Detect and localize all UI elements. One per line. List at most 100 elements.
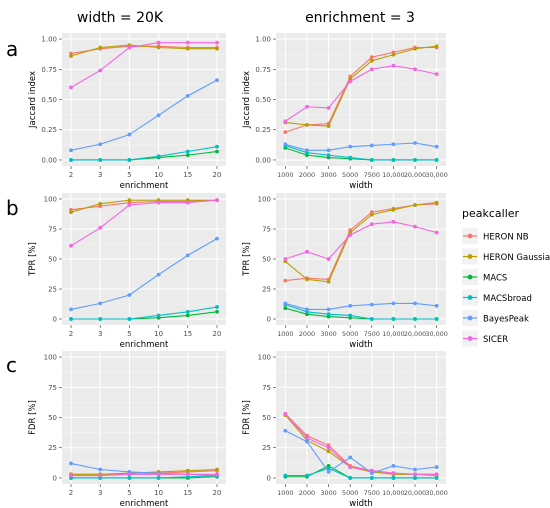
series-sicer — [283, 63, 439, 124]
data-point — [305, 473, 309, 478]
y-tick-label: 0.25 — [255, 126, 271, 134]
y-tick-label: 0.50 — [255, 96, 271, 104]
legend-key-point — [467, 254, 473, 259]
data-point — [215, 78, 219, 83]
x-tick-label: 2000 — [299, 171, 315, 179]
y-tick-label: 0.25 — [41, 126, 57, 134]
series-line — [285, 221, 437, 260]
y-axis-title: Jaccard index — [242, 71, 252, 129]
data-point — [348, 455, 353, 460]
legend-key-point — [467, 315, 473, 321]
x-tick-label: 20 — [213, 330, 222, 338]
y-tick-label: 75 — [262, 384, 271, 392]
data-point — [434, 476, 439, 480]
series-heron-gaussian — [69, 43, 219, 58]
series-line — [70, 199, 218, 247]
x-tick-label: 5000 — [342, 489, 358, 497]
data-point — [127, 45, 132, 50]
data-point — [69, 210, 73, 215]
data-point — [185, 200, 190, 205]
data-point — [215, 305, 219, 309]
y-tick-label: 1.00 — [41, 36, 57, 44]
data-point — [391, 52, 396, 57]
data-point — [69, 473, 73, 478]
data-point — [185, 313, 190, 318]
data-point — [215, 149, 219, 154]
panel-b-2: 0 25 50 75 100 1000 2000 3000 5000 7500 10,000 20,0… — [242, 193, 448, 350]
data-point — [413, 472, 417, 477]
data-point — [434, 44, 439, 49]
data-point — [348, 233, 353, 237]
legend-key-point — [467, 274, 473, 280]
data-point — [156, 40, 161, 45]
x-tick-label: 7500 — [364, 330, 380, 338]
y-tick-label: 1.00 — [255, 36, 271, 44]
column-title-width: width = 20K — [77, 10, 164, 26]
legend-label: MACSbroad — [483, 294, 532, 304]
data-point — [69, 317, 73, 321]
x-tick-label: 2000 — [299, 330, 315, 338]
data-point — [98, 45, 103, 50]
x-tick-label: 1000 — [277, 330, 293, 338]
y-tick-label: 25 — [262, 444, 271, 452]
series-sicer — [69, 472, 219, 478]
x-tick-label: 30,000 — [425, 489, 447, 497]
data-point — [305, 122, 309, 127]
data-point — [305, 249, 309, 254]
x-tick-label: 5 — [127, 489, 131, 497]
data-point — [127, 317, 132, 321]
y-tick-label: 50 — [48, 256, 57, 264]
legend: peakcaller HERON NB HERON Gaussian MACS MAC… — [462, 207, 550, 347]
data-point — [69, 158, 73, 162]
data-point — [369, 58, 374, 63]
panel-c-2: 0 25 50 75 100 1000 2000 3000 5000 7500 10,000 20,0… — [242, 351, 448, 508]
y-axis-title: FDR [%] — [28, 400, 38, 435]
x-axis-title: width — [349, 499, 372, 508]
legend-title: peakcaller — [462, 207, 520, 220]
data-point — [434, 158, 439, 162]
data-point — [413, 67, 417, 72]
series-line — [70, 199, 218, 211]
series-line — [70, 42, 217, 88]
data-point — [283, 428, 288, 433]
row-letter-a: a — [6, 37, 18, 61]
x-tick-label: 20,000 — [404, 171, 426, 179]
data-point — [305, 104, 309, 109]
x-tick-label: 10,000 — [382, 489, 404, 497]
data-point — [413, 158, 417, 162]
y-tick-label: 50 — [262, 256, 271, 264]
data-point — [326, 148, 331, 153]
data-point — [215, 236, 219, 241]
data-point — [413, 301, 417, 306]
data-point — [98, 301, 103, 306]
data-point — [69, 148, 73, 153]
x-tick-label: 3000 — [320, 171, 336, 179]
legend-label: SICER — [483, 335, 508, 345]
data-point — [413, 46, 417, 51]
y-tick-label: 100 — [44, 354, 57, 362]
data-point — [413, 141, 417, 145]
data-point — [283, 473, 288, 478]
data-point — [391, 301, 396, 306]
data-point — [305, 148, 309, 153]
x-tick-label: 5 — [127, 330, 131, 338]
data-point — [185, 40, 190, 45]
data-point — [348, 155, 353, 160]
x-tick-label: 10,000 — [382, 330, 404, 338]
x-tick-label: 2000 — [299, 489, 315, 497]
data-point — [413, 224, 417, 229]
legend-item: HERON Gaussian — [462, 248, 550, 265]
data-point — [156, 113, 161, 118]
y-tick-label: 75 — [48, 226, 57, 234]
data-point — [326, 153, 331, 158]
y-axis-title: TPR [%] — [28, 242, 38, 277]
data-point — [391, 207, 396, 212]
legend-item: HERON NB — [462, 228, 529, 244]
x-axis-title: enrichment — [120, 499, 169, 508]
data-point — [98, 473, 103, 478]
data-point — [127, 203, 132, 207]
data-point — [326, 466, 331, 471]
legend-item: MACS — [462, 269, 507, 285]
legend-label: MACS — [483, 274, 507, 284]
data-point — [369, 143, 374, 148]
